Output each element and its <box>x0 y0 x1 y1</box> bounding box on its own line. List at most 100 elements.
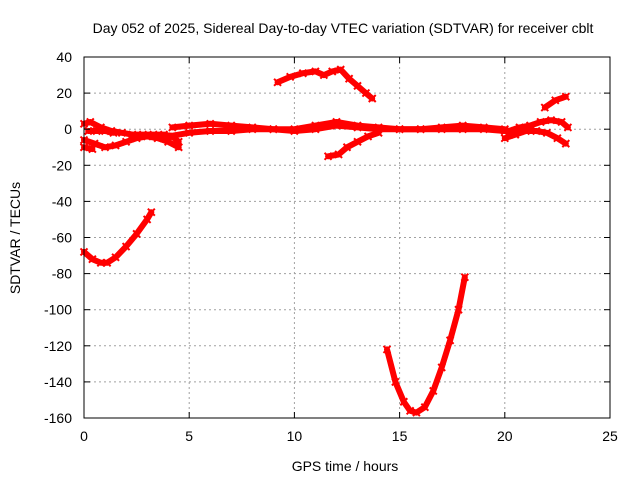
data-point <box>111 253 120 262</box>
data-point <box>168 123 177 132</box>
data-point <box>521 126 531 136</box>
data-point <box>382 345 392 354</box>
x-tick-label: 20 <box>497 428 513 444</box>
y-tick-label: -160 <box>44 410 72 426</box>
data-point <box>542 128 552 138</box>
data-point <box>500 134 510 143</box>
y-tick-label: 40 <box>56 49 72 65</box>
grid <box>84 57 610 418</box>
data-point <box>90 139 99 148</box>
data-point <box>445 336 455 345</box>
data-point <box>479 124 488 134</box>
y-tick-label: -80 <box>52 266 72 282</box>
series-line-arc-deep-dip <box>384 274 468 416</box>
data-point <box>368 94 377 103</box>
data-point <box>353 123 362 132</box>
data-point <box>227 126 236 136</box>
x-tick-label: 15 <box>392 428 408 444</box>
x-tick-label: 25 <box>602 428 618 444</box>
data-point <box>84 126 93 136</box>
x-tick-label: 10 <box>287 428 303 444</box>
data-point <box>361 88 371 98</box>
y-tick-label: -20 <box>52 157 72 173</box>
data-point <box>412 408 421 417</box>
data-point <box>184 121 194 130</box>
y-tick-label: -100 <box>44 302 72 318</box>
data-point <box>328 67 337 76</box>
data-point <box>536 117 545 127</box>
data-point <box>553 134 562 143</box>
series-line-arc-start-lower <box>81 133 182 151</box>
data-point <box>561 139 571 148</box>
chart-title: Day 052 of 2025, Sidereal Day-to-day VTE… <box>93 20 594 36</box>
data-point <box>532 126 541 136</box>
data-point <box>100 143 110 152</box>
data-point <box>405 406 415 415</box>
data-point <box>88 144 97 154</box>
y-tick-label: 0 <box>64 121 72 137</box>
x-axis-label: GPS time / hours <box>292 458 399 474</box>
data-point <box>511 130 520 139</box>
data-point <box>561 92 571 101</box>
data-point <box>416 124 425 134</box>
x-tick-label: 5 <box>185 428 193 444</box>
data-point <box>420 402 430 412</box>
data-point <box>311 67 320 76</box>
data-point <box>109 128 118 138</box>
data-point <box>332 121 341 130</box>
data-point <box>285 72 295 82</box>
series-line-arc-end-high <box>541 93 569 111</box>
data-point <box>96 258 106 267</box>
data-point <box>437 363 446 372</box>
data-point <box>142 132 152 141</box>
data-point <box>298 69 308 78</box>
data-point <box>363 132 373 141</box>
data-point <box>563 123 573 132</box>
data-point <box>342 143 352 152</box>
x-tick-label: 0 <box>80 428 88 444</box>
plot-frame <box>83 56 611 419</box>
data-point <box>334 150 343 159</box>
data-point <box>454 305 463 314</box>
data-point <box>174 143 183 152</box>
data-point <box>184 128 194 138</box>
data-point <box>540 103 549 112</box>
data-point <box>353 81 362 91</box>
data-point <box>429 386 438 396</box>
data-series-group <box>79 65 573 417</box>
data-point <box>311 124 320 134</box>
axis-ticks: 0 5 10 15 20 25 40 20 0 -20 -40 -60 -80 -100 -120 -140 -… <box>44 49 618 444</box>
data-point <box>344 74 354 83</box>
data-point <box>206 126 215 136</box>
data-point <box>121 137 131 147</box>
y-tick-label: 20 <box>56 85 72 101</box>
data-point <box>551 96 560 105</box>
data-point <box>458 124 467 134</box>
data-point <box>353 137 362 147</box>
y-tick-label: -60 <box>52 230 72 246</box>
data-point <box>460 273 470 282</box>
series-line-arc-start-middle <box>85 128 117 136</box>
data-point <box>336 65 345 74</box>
data-point <box>147 208 156 217</box>
data-point <box>273 78 282 87</box>
data-point <box>117 128 127 138</box>
y-tick-label: -140 <box>44 374 72 390</box>
data-point <box>374 128 383 138</box>
data-point <box>269 124 278 134</box>
data-point <box>546 115 556 125</box>
data-point <box>88 254 97 264</box>
data-point <box>102 258 112 267</box>
data-point <box>163 137 173 147</box>
data-point <box>437 124 446 134</box>
data-point <box>399 397 409 406</box>
data-point <box>395 124 404 134</box>
data-point <box>206 119 215 128</box>
data-point <box>290 126 299 136</box>
data-point <box>319 70 329 80</box>
data-point <box>142 215 152 224</box>
data-point <box>111 141 120 150</box>
data-point <box>100 126 110 136</box>
data-point <box>323 152 333 161</box>
